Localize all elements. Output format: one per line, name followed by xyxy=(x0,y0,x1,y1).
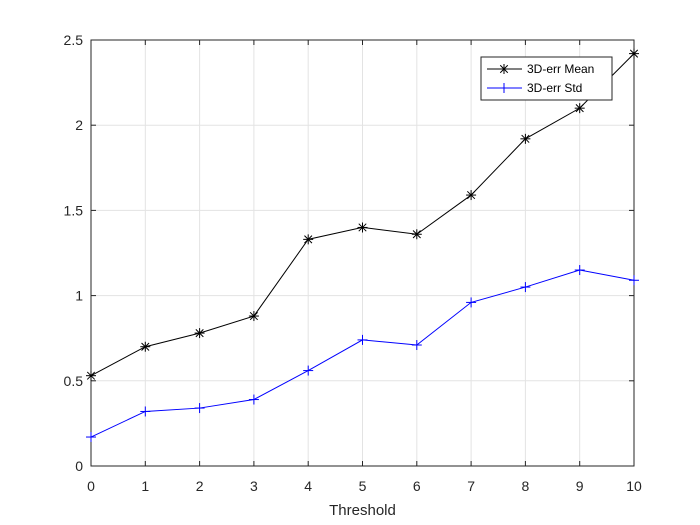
x-tick-label: 10 xyxy=(626,478,642,494)
plus-marker xyxy=(499,83,509,93)
plus-marker xyxy=(140,406,151,417)
axis-ticks: 0 1 2 3 4 5 6 7 8 9 10 0 0.5 1 1.5 2 2.5 xyxy=(64,32,642,494)
x-tick-label: 7 xyxy=(467,478,475,494)
y-tick-label: 1 xyxy=(75,288,83,304)
asterisk-marker xyxy=(303,234,314,245)
legend-item: 3D-err Mean xyxy=(487,62,594,76)
asterisk-marker xyxy=(357,222,368,233)
plus-marker xyxy=(629,275,639,286)
asterisk-marker xyxy=(194,328,205,339)
asterisk-marker xyxy=(574,103,585,114)
x-axis-label: Threshold xyxy=(329,502,396,519)
y-tick-label: 2.5 xyxy=(64,32,84,48)
series-group xyxy=(86,48,639,443)
plus-marker xyxy=(303,365,314,376)
plus-marker xyxy=(86,432,96,443)
asterisk-marker xyxy=(411,229,422,240)
legend-label: 3D-err Std xyxy=(527,81,582,95)
asterisk-marker xyxy=(86,370,96,381)
plus-marker xyxy=(248,394,259,405)
asterisk-marker xyxy=(466,190,477,201)
y-tick-label: 2 xyxy=(75,117,83,133)
x-tick-label: 0 xyxy=(87,478,95,494)
x-tick-label: 8 xyxy=(522,478,530,494)
plus-marker xyxy=(466,297,477,308)
x-tick-label: 1 xyxy=(141,478,149,494)
x-tick-label: 5 xyxy=(359,478,367,494)
asterisk-marker xyxy=(140,341,151,352)
asterisk-marker xyxy=(629,48,639,59)
legend: 3D-err Mean 3D-err Std xyxy=(480,56,613,101)
asterisk-marker xyxy=(520,133,531,144)
legend-label: 3D-err Mean xyxy=(527,62,594,76)
legend-box xyxy=(480,56,613,101)
plus-marker xyxy=(520,282,531,293)
y-tick-label: 0 xyxy=(75,458,83,474)
plus-marker xyxy=(357,334,368,345)
x-tick-label: 2 xyxy=(196,478,204,494)
series-1 xyxy=(86,48,639,381)
x-tick-label: 3 xyxy=(250,478,258,494)
x-tick-label: 9 xyxy=(576,478,584,494)
plus-marker xyxy=(194,403,205,414)
x-tick-label: 4 xyxy=(304,478,312,494)
legend-item: 3D-err Std xyxy=(487,81,582,95)
series-2 xyxy=(86,265,639,443)
grid xyxy=(90,39,635,467)
x-tick-label: 6 xyxy=(413,478,421,494)
plus-marker xyxy=(411,340,422,351)
y-tick-label: 1.5 xyxy=(64,202,84,218)
y-tick-label: 0.5 xyxy=(64,373,84,389)
asterisk-marker xyxy=(499,64,509,74)
plus-marker xyxy=(574,265,585,276)
asterisk-marker xyxy=(248,311,259,322)
